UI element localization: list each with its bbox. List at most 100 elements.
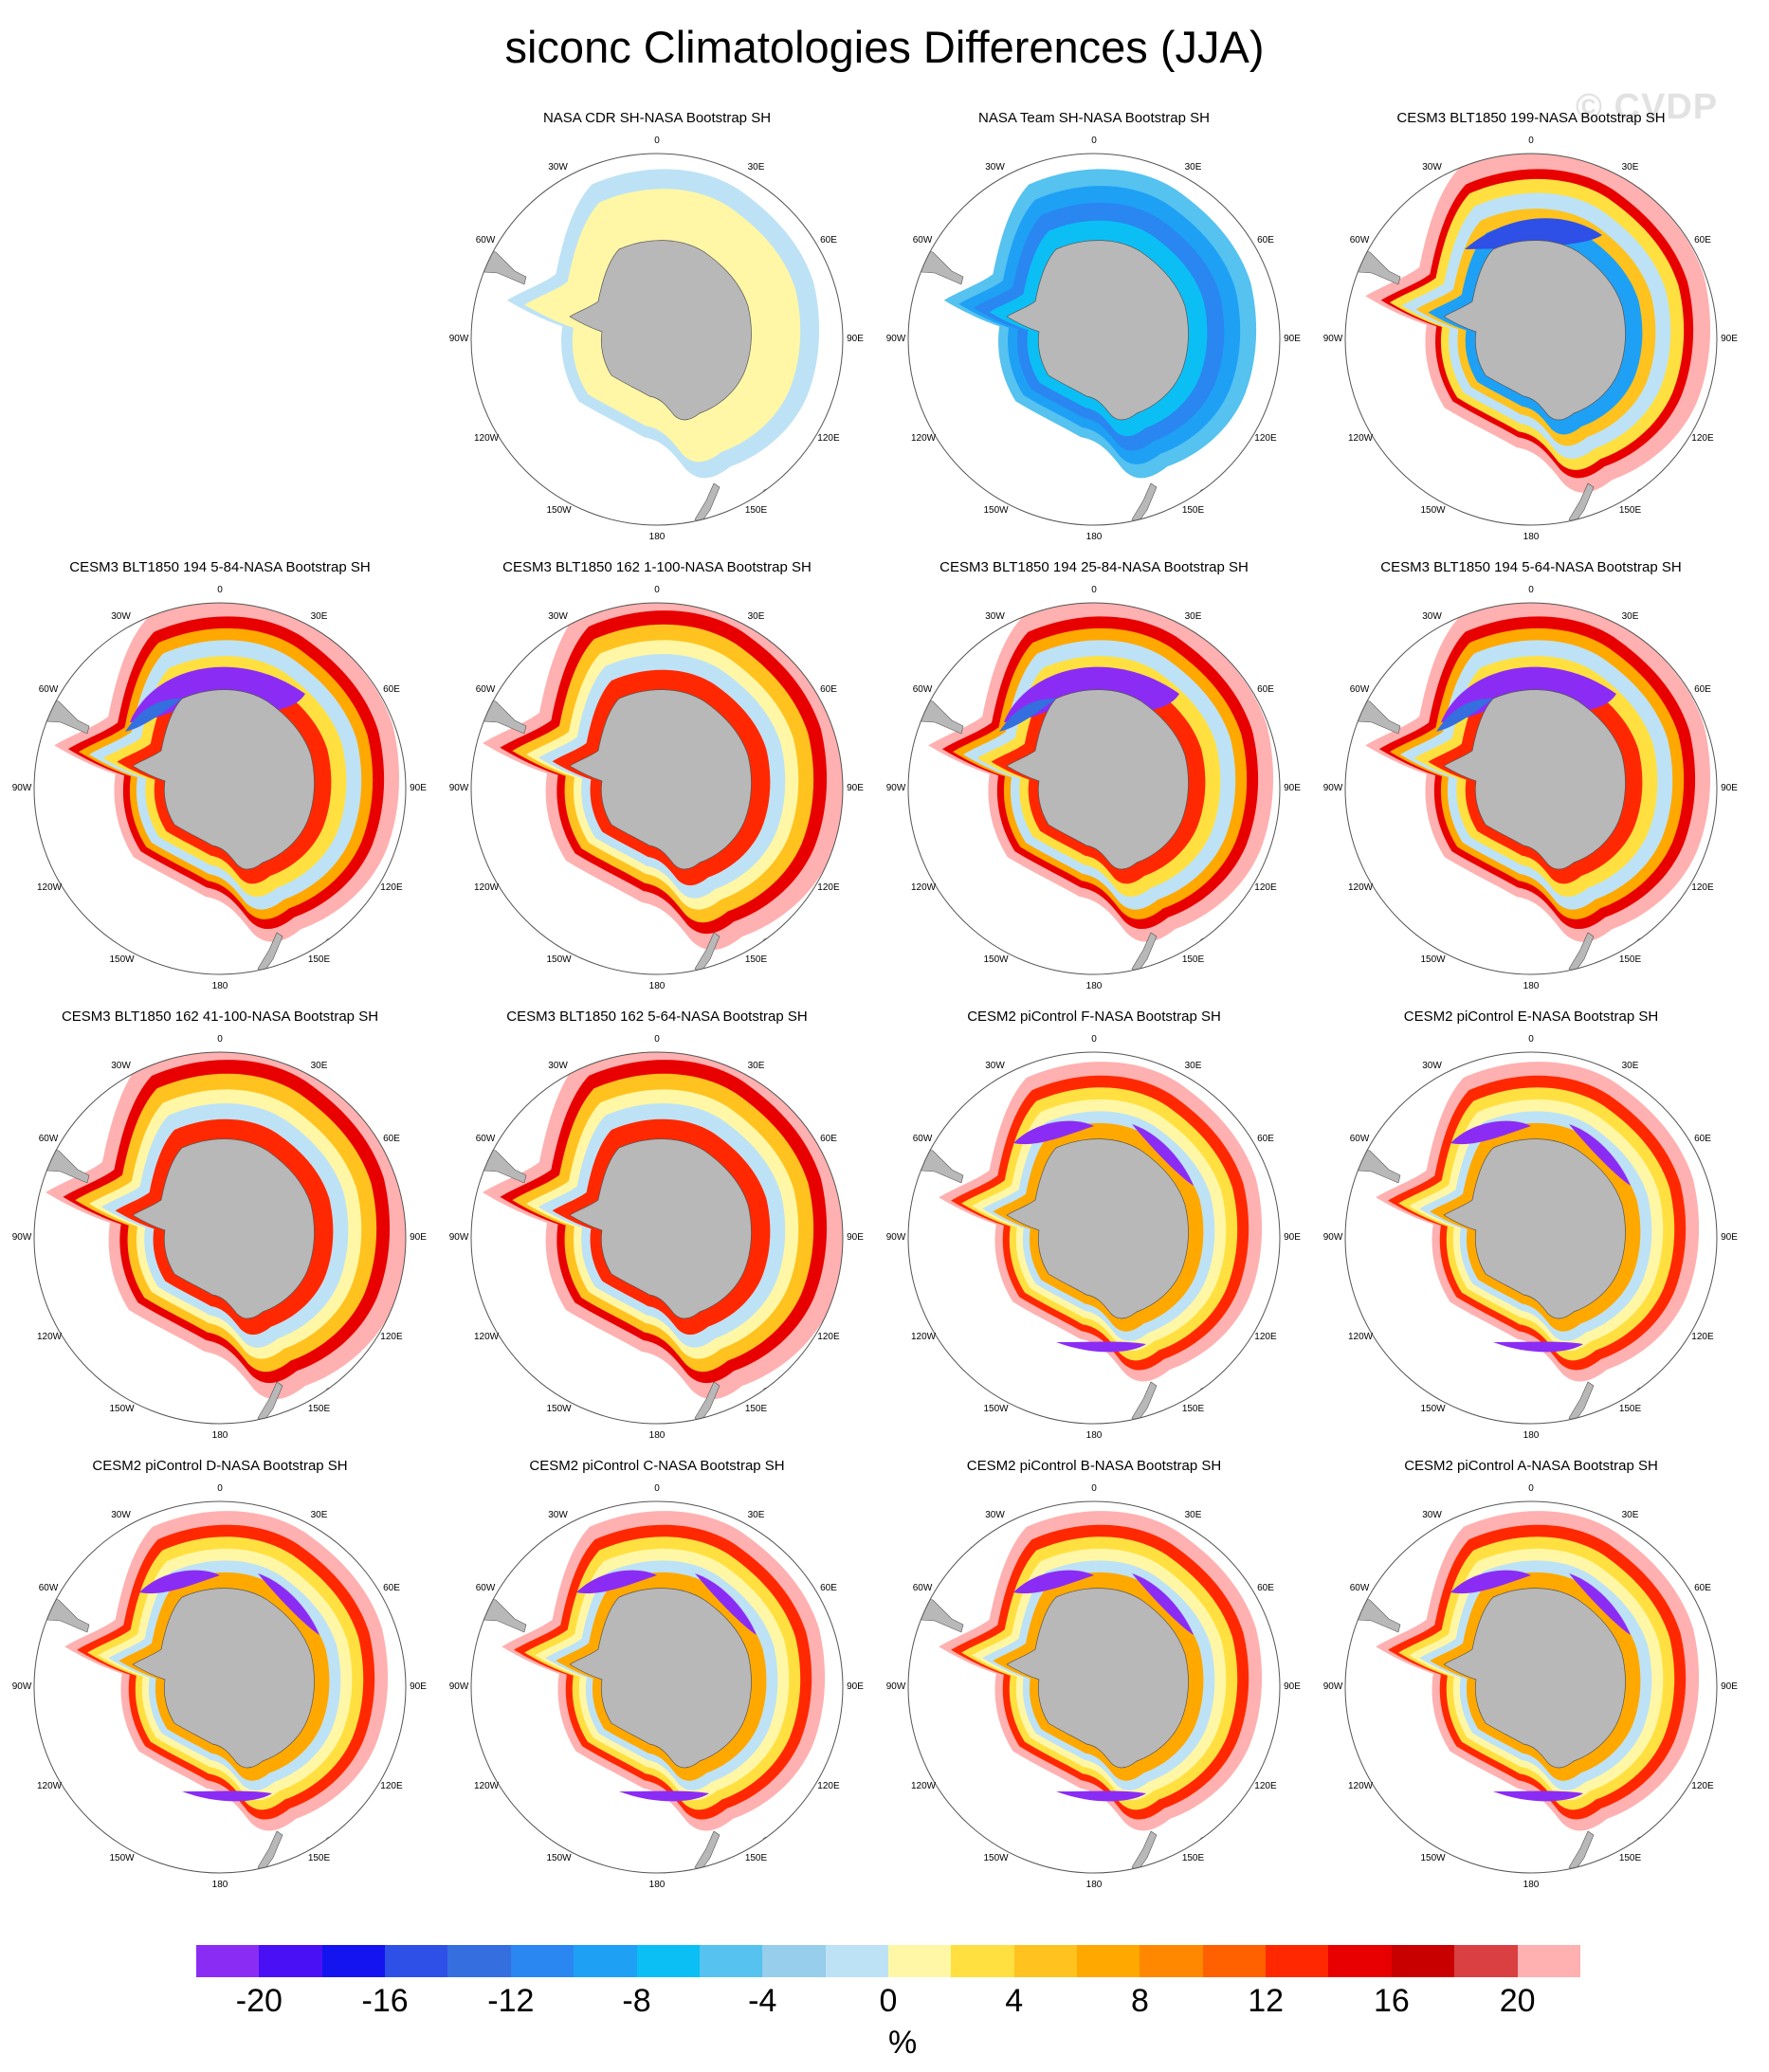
- map-border: [33, 1051, 407, 1425]
- longitude-label: 60W: [475, 1582, 496, 1593]
- longitude-label: 0: [654, 136, 660, 146]
- colorbar-swatch: [259, 1945, 322, 1977]
- panel-title: CESM2 piControl E-NASA Bootstrap SH: [1403, 1009, 1659, 1025]
- sea-ice-field: [34, 603, 400, 973]
- map-panel: CESM3 BLT1850 199-NASA Bootstrap SH 0 30E 6…: [1313, 110, 1749, 555]
- south-america-landmass: [34, 1144, 90, 1184]
- longitude-label: 90E: [847, 334, 864, 344]
- antarctica-landmass: [569, 240, 752, 421]
- polar-map: [1344, 1500, 1718, 1874]
- longitude-label: 180: [1085, 1880, 1103, 1890]
- longitude-label: 90W: [448, 334, 469, 344]
- longitude-label: 150W: [546, 954, 572, 965]
- longitude-label: 30W: [548, 1510, 568, 1520]
- panel-title: CESM3 BLT1850 194 5-84-NASA Bootstrap SH: [69, 559, 371, 575]
- south-america-landmass: [908, 1593, 964, 1633]
- colorbar-tick-label: 4: [1005, 1983, 1024, 2019]
- longitude-label: 60E: [1257, 1133, 1274, 1144]
- sea-ice-field: [34, 1511, 389, 1872]
- panel-title: CESM2 piControl C-NASA Bootstrap SH: [529, 1458, 785, 1474]
- longitude-label: 60E: [383, 1582, 400, 1593]
- longitude-label: 0: [1091, 136, 1097, 146]
- map-panel: CESM3 BLT1850 194 25-84-NASA Bootstrap S…: [876, 559, 1312, 1005]
- sea-ice-field: [908, 1511, 1263, 1872]
- sea-ice-field: [34, 1052, 406, 1423]
- ice-anomaly-region: [125, 699, 182, 732]
- longitude-label: 60E: [1694, 1582, 1711, 1593]
- ice-anomaly-region: [1056, 1790, 1146, 1802]
- map-panel: CESM3 BLT1850 162 1-100-NASA Bootstrap S…: [439, 559, 875, 1005]
- ice-anomaly-region: [1013, 1120, 1094, 1145]
- tasmania-landmass: [1635, 937, 1647, 951]
- colorbar-swatch: [1391, 1945, 1455, 1977]
- sea-ice-field: [908, 1062, 1263, 1423]
- polar-map: [33, 602, 407, 975]
- figure-title: siconc Climatologies Differences (JJA): [504, 22, 1265, 72]
- tasmania-landmass: [1635, 1836, 1647, 1849]
- longitude-label: 90E: [847, 1232, 864, 1243]
- longitude-label: 90E: [1721, 1681, 1738, 1692]
- longitude-label: 30W: [111, 611, 131, 622]
- colorbar-tick-label: -12: [487, 1983, 535, 2019]
- longitude-label: 30E: [747, 611, 765, 622]
- colorbar-swatch: [196, 1945, 260, 1977]
- longitude-label: 60E: [383, 683, 400, 695]
- longitude-label: 120W: [474, 1780, 500, 1791]
- colorbar-swatch: [1013, 1945, 1078, 1977]
- longitude-label: 120E: [1691, 882, 1714, 893]
- longitude-label: 120W: [1348, 882, 1374, 893]
- longitude-label: 60E: [820, 1582, 837, 1593]
- longitude-label: 30E: [1621, 162, 1639, 173]
- antarctica-landmass: [569, 689, 752, 870]
- ice-anomaly-region: [576, 1570, 657, 1594]
- longitude-label: 90E: [1721, 1232, 1738, 1243]
- panel-title: CESM3 BLT1850 199-NASA Bootstrap SH: [1396, 110, 1666, 126]
- south-america-landmass: [1345, 245, 1401, 285]
- longitude-label: 60W: [912, 683, 933, 695]
- colorbar-swatch: [1328, 1945, 1392, 1977]
- polar-map: [470, 153, 844, 526]
- longitude-label: 30E: [310, 611, 328, 622]
- longitude-label: 60E: [1257, 234, 1274, 245]
- longitude-label: 30W: [1422, 611, 1442, 622]
- ice-anomaly-region: [1132, 1573, 1194, 1635]
- ice-anomaly-region: [1132, 1124, 1194, 1186]
- longitude-label: 120E: [380, 1331, 403, 1342]
- map-panel: CESM2 piControl F-NASA Bootstrap SH 0 30E 6…: [876, 1009, 1312, 1454]
- ice-anomaly-region: [1450, 1570, 1531, 1594]
- colorbar-swatch: [825, 1945, 888, 1977]
- longitude-label: 150W: [546, 504, 572, 516]
- map-border: [470, 1051, 844, 1425]
- longitude-label: 150E: [1181, 954, 1205, 965]
- longitude-label: 180: [1523, 1430, 1540, 1441]
- new-zealand-landmass: [1131, 1830, 1158, 1872]
- longitude-label: 0: [1528, 1034, 1534, 1045]
- ice-anomaly-region: [1013, 1570, 1094, 1594]
- colorbar-swatch: [1077, 1945, 1140, 1977]
- longitude-label: 120E: [817, 1331, 840, 1342]
- longitude-label: 90E: [410, 1681, 427, 1692]
- south-america-landmass: [1345, 1593, 1401, 1633]
- longitude-label: 150W: [546, 1403, 572, 1414]
- longitude-label: 30W: [111, 1510, 131, 1520]
- longitude-label: 90E: [1284, 334, 1301, 344]
- tasmania-landmass: [761, 1387, 773, 1400]
- longitude-label: 90W: [885, 334, 906, 344]
- map-panel: NASA CDR SH-NASA Bootstrap SH 0 30E 60E 90E 1…: [439, 110, 875, 555]
- longitude-label: 60W: [912, 1133, 933, 1144]
- antarctica-landmass: [132, 1588, 315, 1769]
- longitude-label: 150W: [983, 504, 1009, 516]
- south-america-landmass: [908, 245, 964, 285]
- map-panel: CESM3 BLT1850 194 5-64-NASA Bootstrap SH…: [1313, 559, 1749, 1005]
- sea-ice-field: [1345, 1511, 1700, 1872]
- panel-title: CESM3 BLT1850 194 5-64-NASA Bootstrap SH: [1380, 559, 1682, 575]
- ice-anomaly-region: [182, 1790, 272, 1802]
- longitude-label: 150E: [744, 1852, 768, 1863]
- tasmania-landmass: [1635, 488, 1647, 501]
- longitude-label: 60E: [1257, 683, 1274, 695]
- panel-title: CESM3 BLT1850 162 1-100-NASA Bootstrap S…: [502, 559, 812, 575]
- longitude-label: 120E: [380, 1780, 403, 1791]
- longitude-label: 60W: [1349, 683, 1370, 695]
- longitude-label: 90W: [448, 1232, 469, 1243]
- longitude-label: 90W: [885, 1681, 906, 1692]
